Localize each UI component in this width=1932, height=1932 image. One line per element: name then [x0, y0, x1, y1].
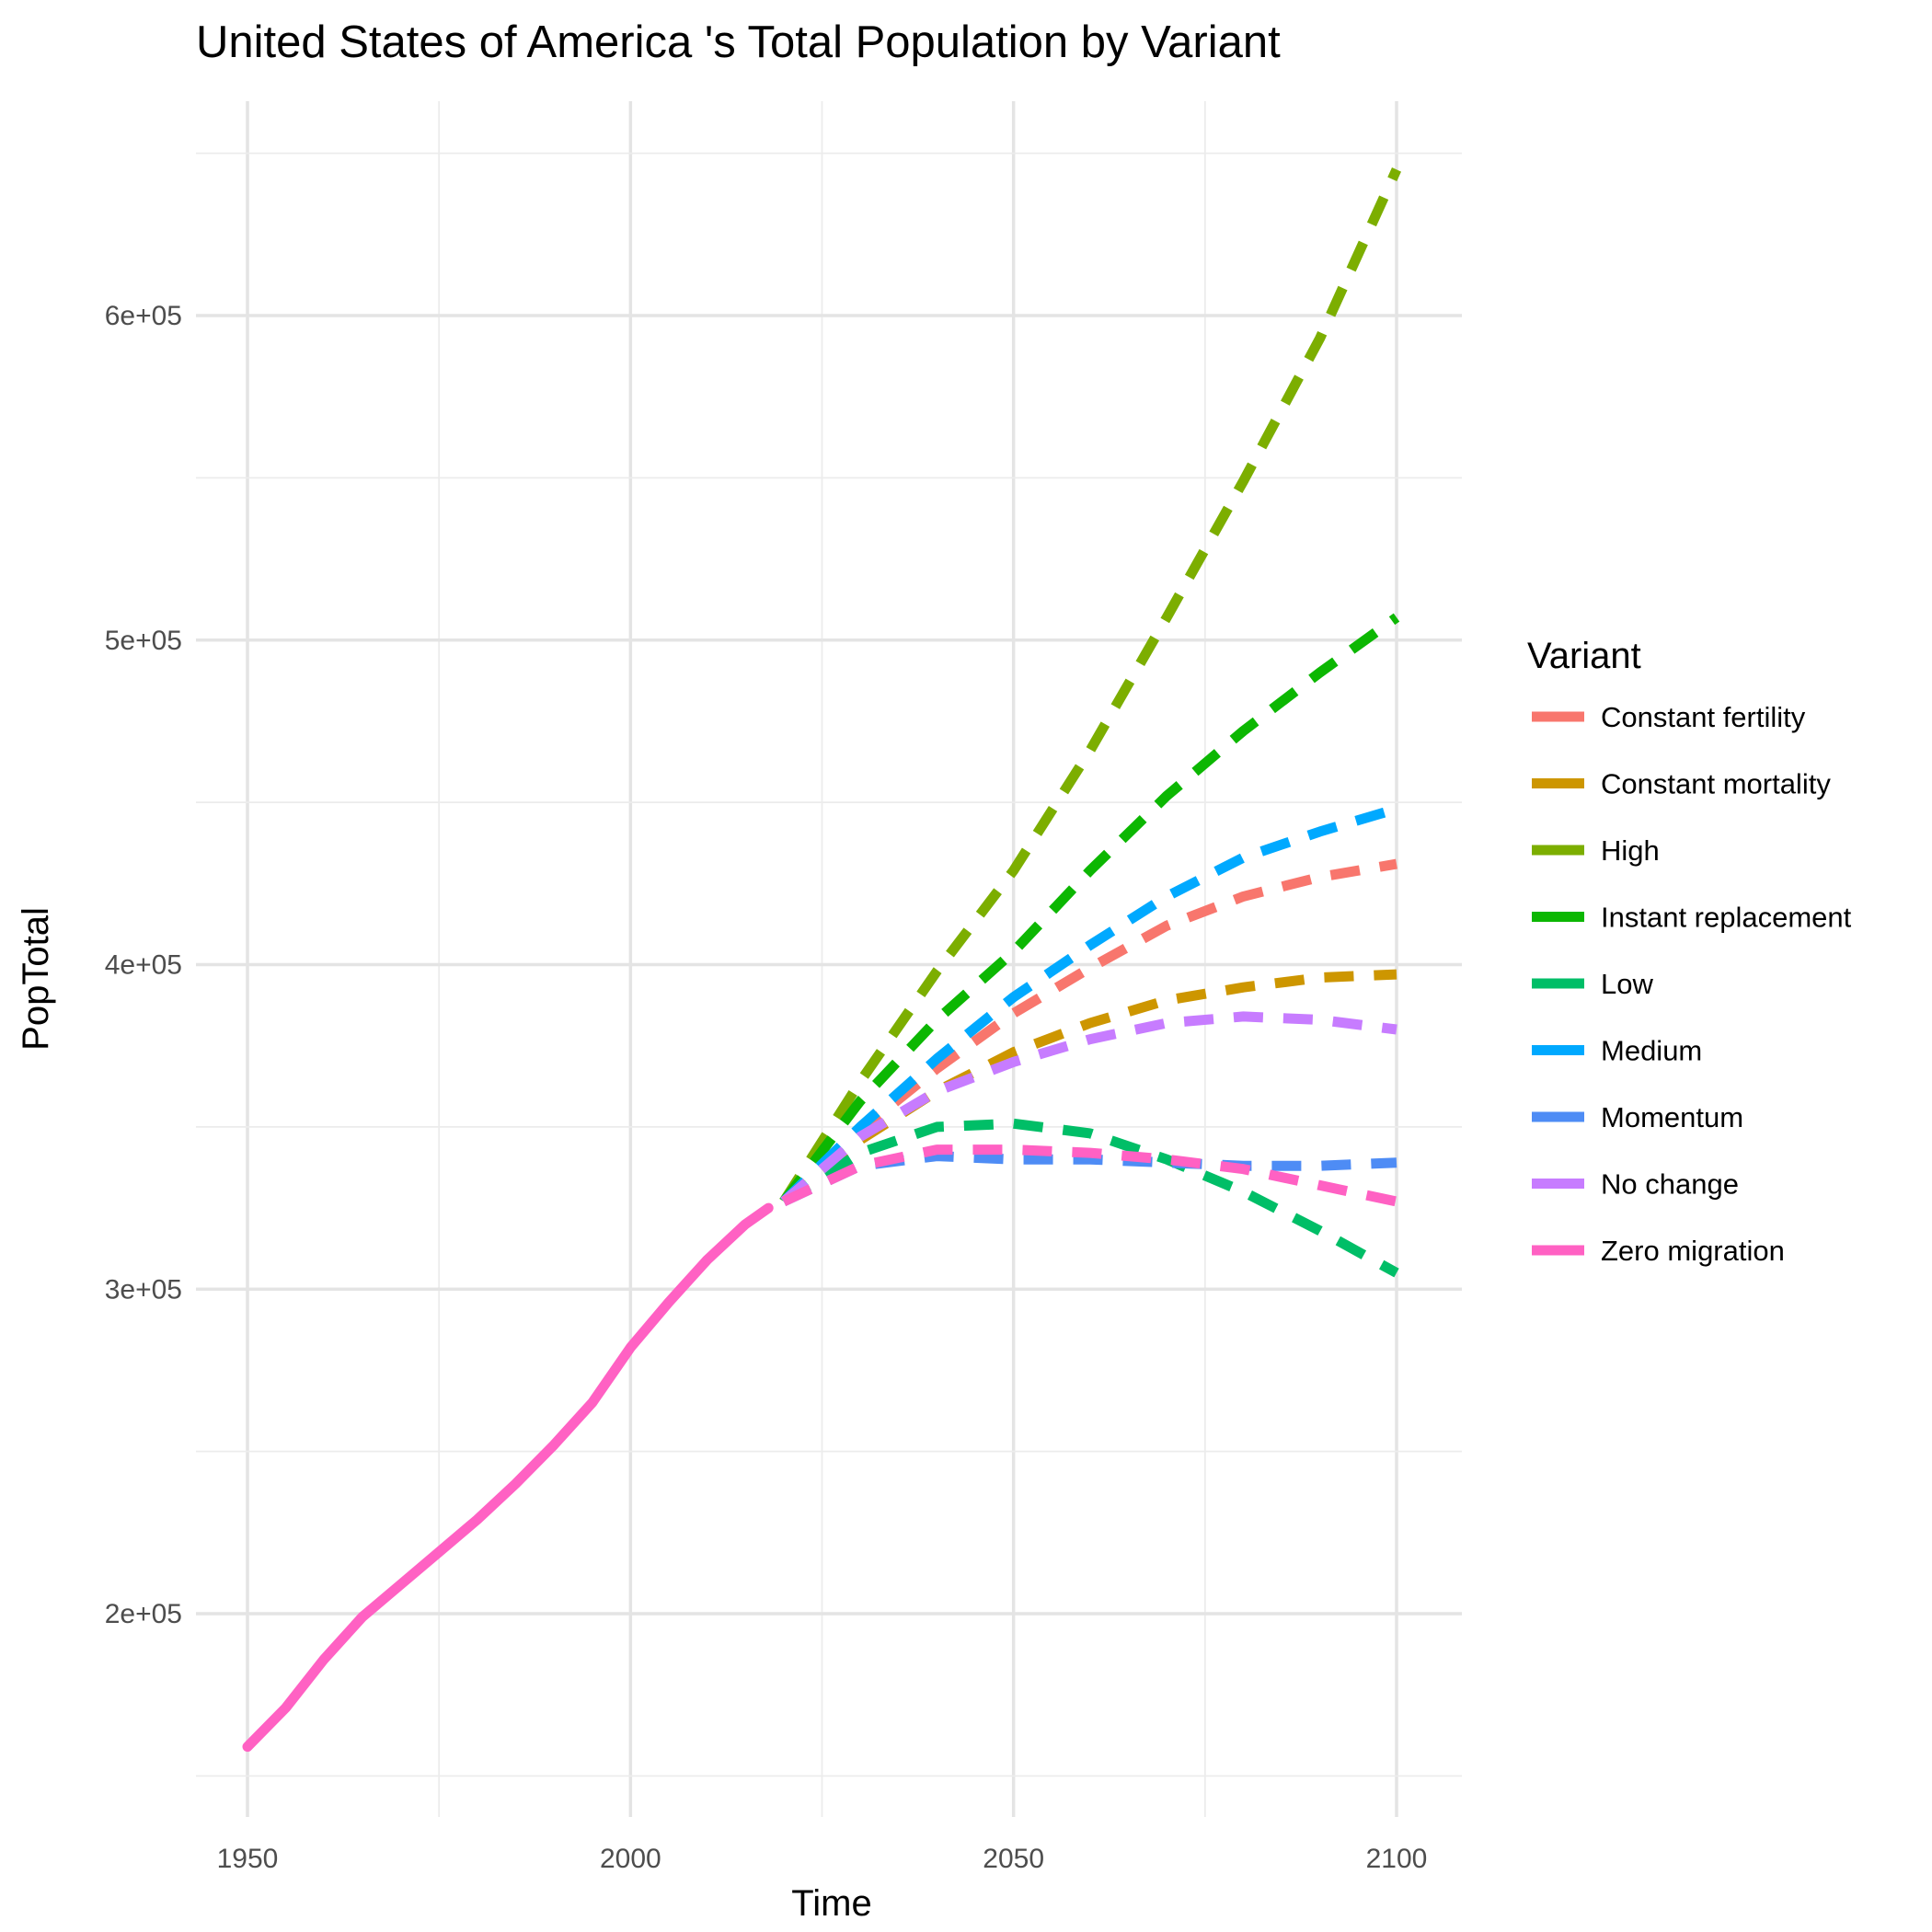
y-tick-label: 5e+05 — [105, 626, 182, 656]
y-tick-label: 2e+05 — [105, 1599, 182, 1629]
series-line-instant-replacement — [779, 613, 1400, 1205]
x-tick-label: 2100 — [1366, 1844, 1428, 1874]
series-line-medium — [780, 803, 1398, 1205]
x-axis-ticks: 1950 2000 2050 2100 — [217, 1844, 1428, 1874]
legend: Variant Constant fertility Constant morta… — [1527, 636, 1852, 1267]
y-axis-title: PopTotal — [16, 907, 56, 1051]
y-axis-ticks: 2e+05 3e+05 4e+05 5e+05 6e+05 — [105, 301, 182, 1629]
series-line-constant-mortality — [780, 969, 1397, 1206]
legend-label-constant-fertility: Constant fertility — [1601, 701, 1806, 733]
legend-items: Constant fertility Constant mortality High… — [1532, 701, 1852, 1267]
legend-label-no-change: No change — [1601, 1168, 1739, 1201]
legend-label-momentum: Momentum — [1601, 1101, 1743, 1133]
grid — [196, 101, 1462, 1817]
y-tick-label: 3e+05 — [105, 1274, 182, 1305]
legend-label-high: High — [1601, 834, 1660, 867]
chart-title: United States of America 's Total Popula… — [196, 17, 1281, 67]
legend-title: Variant — [1527, 636, 1641, 676]
legend-label-constant-mortality: Constant mortality — [1601, 768, 1831, 800]
y-tick-label: 4e+05 — [105, 950, 182, 981]
series-layer — [242, 167, 1402, 1753]
y-tick-label: 6e+05 — [105, 301, 182, 331]
legend-label-zero-migration: Zero migration — [1601, 1235, 1785, 1267]
series-line-high — [779, 167, 1402, 1204]
x-tick-label: 1950 — [217, 1844, 279, 1874]
series-line-zero-migration-historical — [242, 1202, 774, 1753]
series-line-zero-migration — [781, 1144, 1398, 1207]
series-line-low — [780, 1118, 1399, 1278]
legend-label-medium: Medium — [1601, 1035, 1702, 1067]
x-tick-label: 2000 — [600, 1844, 661, 1874]
series-line-no-change — [780, 1011, 1397, 1206]
legend-label-low: Low — [1601, 968, 1653, 1000]
x-axis-title: Time — [791, 1883, 871, 1924]
x-tick-label: 2050 — [983, 1844, 1044, 1874]
legend-label-instant-replacement: Instant replacement — [1601, 902, 1852, 934]
series-line-constant-fertility — [780, 858, 1397, 1206]
